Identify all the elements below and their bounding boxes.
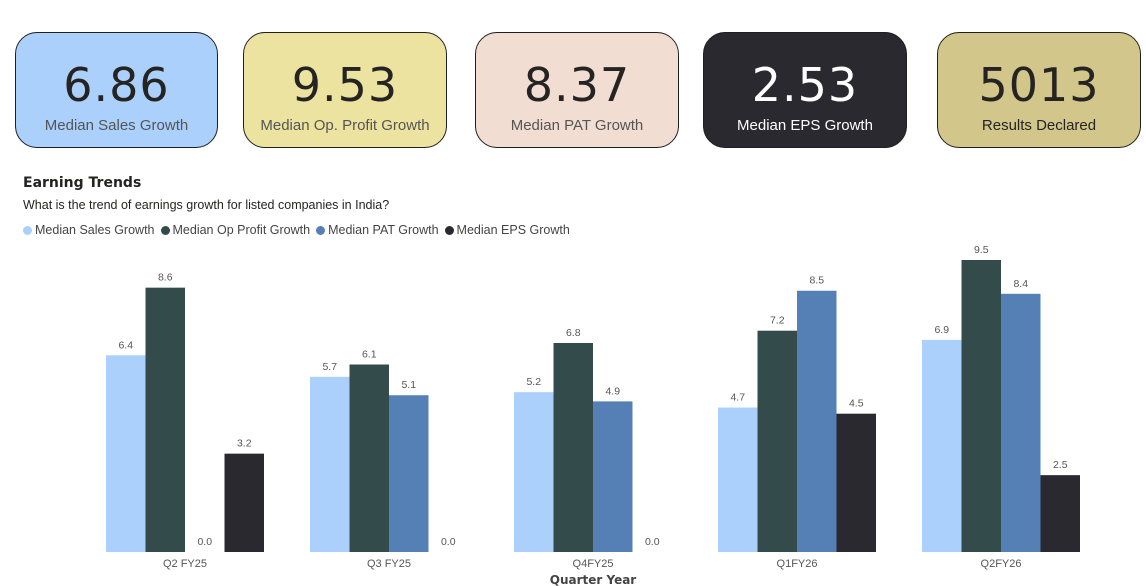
legend-label: Median Sales Growth bbox=[35, 223, 155, 237]
bar-0-0[interactable] bbox=[106, 355, 146, 552]
bar-3-3[interactable] bbox=[836, 413, 877, 552]
kpi-card-results-declared[interactable]: 5013 Results Declared bbox=[937, 32, 1141, 148]
chart-legend: Median Sales Growth Median Op Profit Gro… bbox=[23, 223, 570, 237]
data-label: 0.0 bbox=[645, 536, 660, 548]
kpi-label: Median Sales Growth bbox=[44, 117, 189, 134]
data-label: 2.5 bbox=[1053, 459, 1068, 471]
data-label: 0.0 bbox=[441, 536, 456, 548]
data-label: 8.4 bbox=[1013, 278, 1028, 290]
bar-1-1[interactable] bbox=[349, 364, 390, 552]
legend-label: Median PAT Growth bbox=[328, 223, 439, 237]
data-label: 7.2 bbox=[770, 315, 785, 327]
data-label: 3.2 bbox=[237, 438, 252, 450]
data-label: 0.0 bbox=[197, 536, 212, 548]
data-label: 5.7 bbox=[322, 361, 337, 373]
data-label: 6.8 bbox=[566, 327, 581, 339]
kpi-card-op-profit-growth[interactable]: 9.53 Median Op. Profit Growth bbox=[243, 32, 447, 148]
data-label: 4.9 bbox=[605, 385, 620, 397]
bar-1-0[interactable] bbox=[145, 287, 186, 552]
data-label: 5.1 bbox=[401, 379, 416, 391]
legend-dot-icon bbox=[316, 225, 326, 235]
data-label: 9.5 bbox=[974, 244, 989, 256]
data-label: 4.7 bbox=[730, 392, 745, 404]
x-tick-label: Q3 FY25 bbox=[367, 558, 411, 570]
bar-3-4[interactable] bbox=[1040, 475, 1081, 552]
data-label: 6.4 bbox=[118, 339, 133, 351]
bar-3-0[interactable] bbox=[224, 453, 265, 552]
x-tick-label: Q1FY26 bbox=[777, 558, 818, 570]
bar-0-4[interactable] bbox=[922, 339, 962, 552]
x-tick-label: Q4FY25 bbox=[573, 558, 614, 570]
kpi-value: 6.86 bbox=[63, 58, 170, 112]
kpi-label: Median PAT Growth bbox=[510, 117, 644, 134]
bar-0-1[interactable] bbox=[310, 376, 350, 552]
kpi-card-pat-growth[interactable]: 8.37 Median PAT Growth bbox=[475, 32, 679, 148]
legend-label: Median EPS Growth bbox=[456, 223, 570, 237]
chart-subtitle: What is the trend of earnings growth for… bbox=[23, 198, 390, 212]
bar-chart: 6.4 8.6 0.0 3.2 Q2 FY25 5.7 6.1 5.1 0.0 Q3 FY25 5.… bbox=[106, 244, 1081, 586]
bar-1-2[interactable] bbox=[553, 342, 594, 552]
data-label: 8.5 bbox=[809, 275, 824, 287]
x-tick-label: Q2FY26 bbox=[981, 558, 1022, 570]
kpi-value: 5013 bbox=[978, 58, 1100, 112]
kpi-label: Median EPS Growth bbox=[737, 117, 873, 134]
bar-0-3[interactable] bbox=[718, 407, 758, 552]
kpi-value: 8.37 bbox=[523, 58, 631, 112]
kpi-value: 2.53 bbox=[751, 58, 859, 112]
legend-dot-icon bbox=[23, 225, 32, 235]
bar-2-1[interactable] bbox=[389, 395, 429, 552]
kpi-label: Results Declared bbox=[981, 117, 1097, 134]
data-label: 5.2 bbox=[526, 376, 541, 388]
legend-item-eps[interactable]: Median EPS Growth bbox=[444, 223, 570, 237]
legend-item-sales[interactable]: Median Sales Growth bbox=[23, 223, 155, 237]
x-tick-label: Q2 FY25 bbox=[163, 558, 207, 570]
legend-label: Median Op Profit Growth bbox=[172, 223, 311, 237]
bar-2-3[interactable] bbox=[797, 290, 837, 552]
kpi-value: 9.53 bbox=[291, 58, 399, 112]
data-label: 4.5 bbox=[849, 398, 864, 410]
kpi-card-eps-growth[interactable]: 2.53 Median EPS Growth bbox=[703, 32, 907, 148]
bar-2-4[interactable] bbox=[1001, 293, 1041, 552]
data-label: 6.1 bbox=[362, 349, 377, 361]
x-axis-title: Quarter Year bbox=[550, 573, 637, 586]
legend-item-pat[interactable]: Median PAT Growth bbox=[316, 223, 439, 237]
kpi-card-sales-growth[interactable]: 6.86 Median Sales Growth bbox=[15, 32, 218, 148]
bar-2-2[interactable] bbox=[593, 401, 633, 552]
kpi-label: Median Op. Profit Growth bbox=[260, 117, 430, 134]
bar-1-3[interactable] bbox=[757, 330, 798, 552]
legend-dot-icon bbox=[160, 225, 170, 235]
bar-0-2[interactable] bbox=[514, 392, 554, 552]
data-label: 8.6 bbox=[158, 272, 173, 284]
bar-1-4[interactable] bbox=[961, 260, 1002, 552]
legend-item-op-profit[interactable]: Median Op Profit Growth bbox=[160, 223, 311, 237]
data-label: 6.9 bbox=[934, 324, 949, 336]
chart-title: Earning Trends bbox=[23, 175, 142, 191]
legend-dot-icon bbox=[444, 225, 454, 235]
